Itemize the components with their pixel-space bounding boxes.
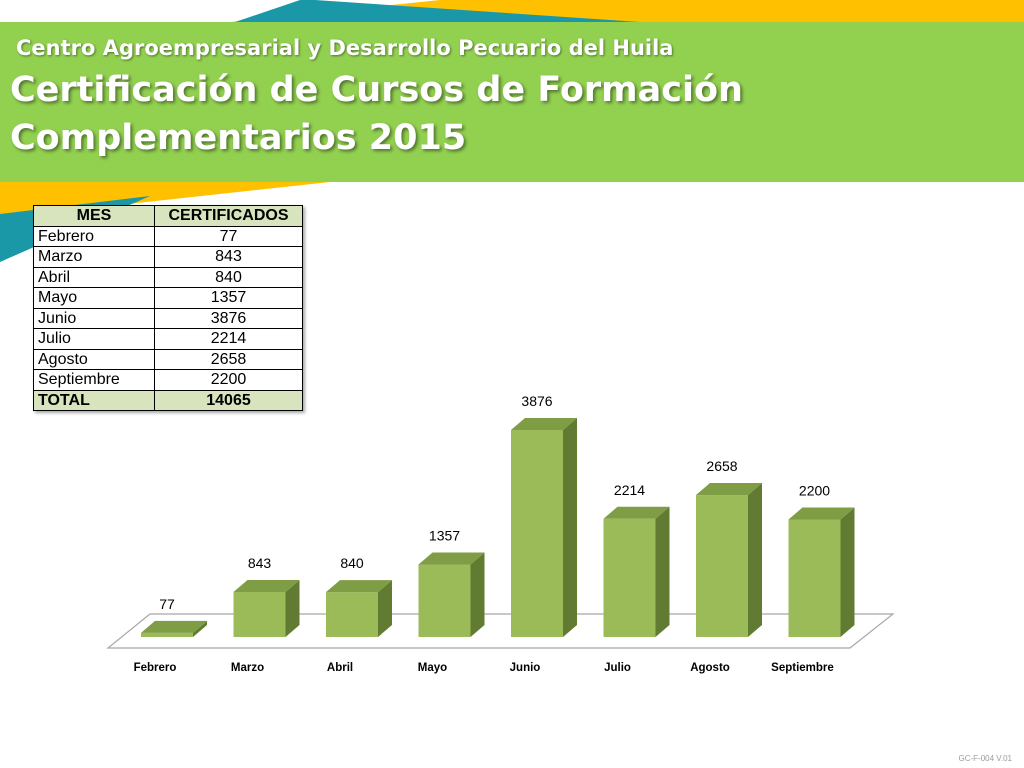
bar bbox=[788, 519, 841, 637]
bar bbox=[326, 592, 378, 637]
bar-top bbox=[141, 620, 207, 633]
bar-side bbox=[748, 483, 762, 637]
chart-floor bbox=[106, 613, 895, 649]
x-tick-label: Mayo bbox=[418, 662, 447, 674]
bar-side bbox=[285, 579, 300, 637]
bar-top bbox=[511, 418, 577, 430]
organization-name: Centro Agroempresarial y Desarrollo Pecu… bbox=[16, 36, 674, 60]
bar bbox=[603, 518, 656, 637]
data-label: 2200 bbox=[799, 483, 830, 499]
bar-top bbox=[233, 579, 300, 592]
data-label: 840 bbox=[340, 555, 364, 571]
bar bbox=[418, 564, 471, 637]
table-total-value: 14065 bbox=[154, 389, 303, 411]
bar bbox=[141, 632, 193, 637]
bar bbox=[233, 591, 286, 637]
bar-side bbox=[193, 620, 207, 637]
bar-top bbox=[788, 507, 855, 520]
data-label: 1357 bbox=[429, 528, 460, 544]
top-teal-stripe bbox=[235, 0, 640, 22]
x-tick-label: Agosto bbox=[690, 662, 730, 674]
table-cell-month: Abril bbox=[33, 266, 155, 288]
table-row: Abril 840 bbox=[33, 266, 303, 288]
bar-side bbox=[378, 580, 392, 637]
bar-top bbox=[326, 580, 392, 593]
column-header-certificates: CERTIFICADOS bbox=[154, 205, 303, 227]
data-label: 3876 bbox=[521, 393, 552, 409]
bar-top bbox=[603, 506, 670, 519]
bar-top bbox=[418, 552, 485, 565]
table-header-row: MES CERTIFICADOS bbox=[33, 205, 303, 227]
header-band bbox=[0, 22, 1024, 182]
x-tick-label: Junio bbox=[510, 662, 541, 674]
table-cell-month: Julio bbox=[33, 328, 155, 350]
table-total-label: TOTAL bbox=[33, 389, 155, 411]
title-line-1: Certificación de Cursos de Formación bbox=[10, 70, 743, 110]
data-label: 2214 bbox=[614, 482, 645, 498]
table-cell-value: 2214 bbox=[154, 328, 303, 350]
data-label: 77 bbox=[159, 596, 175, 612]
table-cell-month: Febrero bbox=[33, 225, 155, 247]
title-line-2: Complementarios 2015 bbox=[10, 118, 467, 158]
bar-side bbox=[563, 418, 577, 637]
table-row: Mayo 1357 bbox=[33, 287, 303, 309]
x-tick-label: Marzo bbox=[231, 662, 264, 674]
table-row: Julio 2214 bbox=[33, 328, 303, 350]
bar-top bbox=[696, 483, 762, 496]
data-label: 843 bbox=[248, 555, 272, 571]
table-cell-value: 3876 bbox=[154, 307, 303, 329]
footer-code: GC-F-004 V.01 bbox=[958, 754, 1012, 763]
table-cell-month: Mayo bbox=[33, 287, 155, 309]
x-tick-label: Septiembre bbox=[771, 662, 834, 674]
table-total-row: TOTAL 14065 bbox=[33, 389, 303, 411]
bar bbox=[696, 495, 748, 637]
bar-side bbox=[840, 507, 855, 637]
bar-side bbox=[655, 506, 670, 637]
table-cell-month: Septiembre bbox=[33, 369, 155, 391]
bar-side bbox=[470, 552, 485, 637]
page-title: Certificación de Cursos de Formación Comp… bbox=[10, 66, 743, 162]
x-tick-label: Julio bbox=[604, 662, 631, 674]
x-tick-label: Febrero bbox=[134, 662, 177, 674]
x-tick-label: Abril bbox=[327, 662, 353, 674]
table-row: Junio 3876 bbox=[33, 307, 303, 329]
table-row: Marzo 843 bbox=[33, 246, 303, 268]
certificates-table: MES CERTIFICADOS Febrero 77 Marzo 843 Ab… bbox=[33, 205, 303, 411]
table-row: Septiembre 2200 bbox=[33, 369, 303, 391]
bar bbox=[511, 430, 563, 637]
data-label: 2658 bbox=[706, 458, 737, 474]
